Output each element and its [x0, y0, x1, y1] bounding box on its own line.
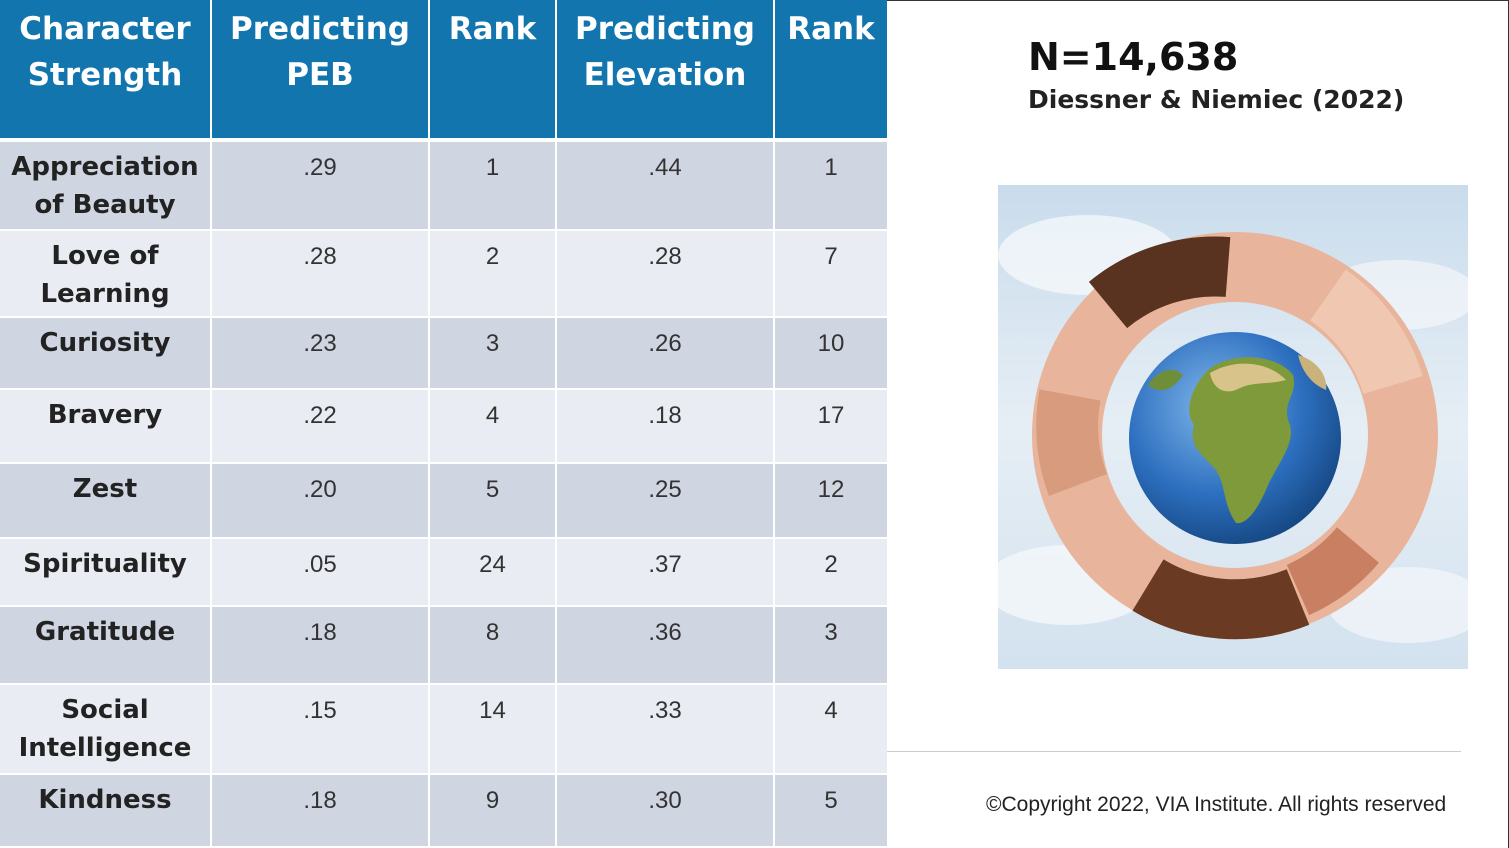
peb-rank: 1 — [429, 140, 557, 231]
peb-value: .18 — [211, 606, 430, 685]
peb-rank: 2 — [429, 230, 557, 318]
table-row: Appreciation of Beauty .29 1 .44 1 — [0, 140, 887, 231]
elevation-value: .30 — [556, 774, 775, 848]
table-row: Love of Learning .28 2 .28 7 — [0, 230, 887, 318]
table-row: Gratitude .18 8 .36 3 — [0, 606, 887, 685]
elevation-rank: 10 — [774, 317, 887, 390]
elevation-rank: 12 — [774, 463, 887, 539]
strength-name: Spirituality — [0, 538, 212, 607]
strengths-table-container: Character Strength Predicting PEB Rank Pre… — [0, 0, 887, 848]
table-row: Spirituality .05 24 .37 2 — [0, 538, 887, 607]
elevation-rank: 3 — [774, 606, 887, 685]
table-header-row: Character Strength Predicting PEB Rank Pre… — [0, 0, 887, 142]
strength-name: Curiosity — [0, 317, 212, 390]
peb-value: .15 — [211, 684, 430, 775]
peb-value: .22 — [211, 389, 430, 464]
strength-name: Gratitude — [0, 606, 212, 685]
strength-name: Love of Learning — [0, 230, 212, 318]
peb-value: .28 — [211, 230, 430, 318]
info-panel: N=14,638 Diessner & Niemiec (2022) — [887, 0, 1509, 848]
elevation-rank: 7 — [774, 230, 887, 318]
elevation-rank: 17 — [774, 389, 887, 464]
peb-value: .18 — [211, 774, 430, 848]
divider — [887, 751, 1461, 752]
elevation-rank: 2 — [774, 538, 887, 607]
table-row: Zest .20 5 .25 12 — [0, 463, 887, 539]
peb-rank: 9 — [429, 774, 557, 848]
elevation-rank: 5 — [774, 774, 887, 848]
header-character-strength: Character Strength — [0, 0, 212, 142]
table-row: Kindness .18 9 .30 5 — [0, 774, 887, 848]
elevation-value: .33 — [556, 684, 775, 775]
peb-rank: 3 — [429, 317, 557, 390]
citation: Diessner & Niemiec (2022) — [1028, 85, 1405, 114]
elevation-value: .26 — [556, 317, 775, 390]
peb-value: .20 — [211, 463, 430, 539]
peb-value: .23 — [211, 317, 430, 390]
peb-rank: 14 — [429, 684, 557, 775]
strengths-table: Character Strength Predicting PEB Rank Pre… — [0, 0, 887, 848]
elevation-value: .25 — [556, 463, 775, 539]
strength-name: Kindness — [0, 774, 212, 848]
copyright-text: ©Copyright 2022, VIA Institute. All righ… — [986, 793, 1447, 816]
strength-name: Zest — [0, 463, 212, 539]
strength-name: Appreciation of Beauty — [0, 140, 212, 231]
elevation-value: .18 — [556, 389, 775, 464]
header-elevation-rank: Rank — [774, 0, 887, 142]
elevation-value: .28 — [556, 230, 775, 318]
elevation-value: .44 — [556, 140, 775, 231]
table-row: Curiosity .23 3 .26 10 — [0, 317, 887, 390]
peb-rank: 8 — [429, 606, 557, 685]
strength-name: Social Intelligence — [0, 684, 212, 775]
table-row: Social Intelligence .15 14 .33 4 — [0, 684, 887, 775]
elevation-rank: 1 — [774, 140, 887, 231]
header-predicting-elevation: Predicting Elevation — [556, 0, 775, 142]
header-peb-rank: Rank — [429, 0, 557, 142]
table-row: Bravery .22 4 .18 17 — [0, 389, 887, 464]
header-predicting-peb: Predicting PEB — [211, 0, 430, 142]
hands-around-globe-icon — [983, 185, 1488, 669]
peb-value: .29 — [211, 140, 430, 231]
strength-name: Bravery — [0, 389, 212, 464]
elevation-rank: 4 — [774, 684, 887, 775]
peb-rank: 5 — [429, 463, 557, 539]
peb-rank: 24 — [429, 538, 557, 607]
elevation-value: .36 — [556, 606, 775, 685]
peb-value: .05 — [211, 538, 430, 607]
peb-rank: 4 — [429, 389, 557, 464]
elevation-value: .37 — [556, 538, 775, 607]
sample-size: N=14,638 — [1028, 35, 1239, 79]
